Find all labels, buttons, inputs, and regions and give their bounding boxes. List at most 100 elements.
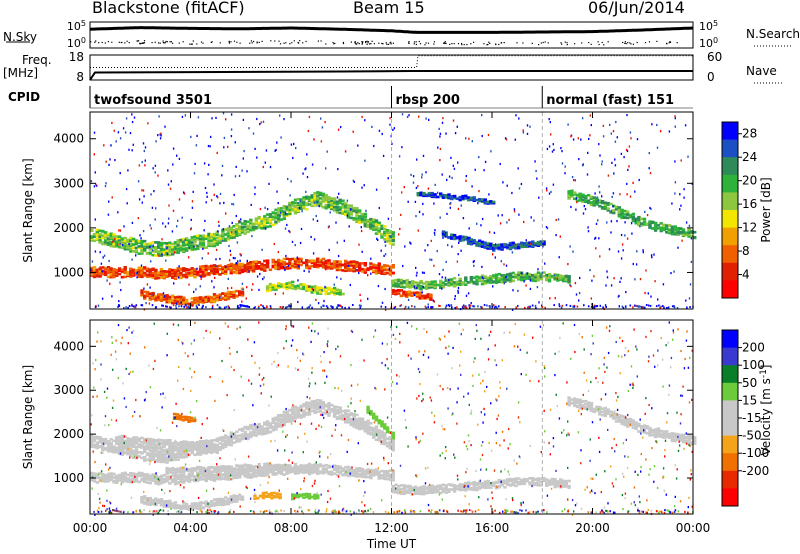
power-cell bbox=[536, 240, 541, 244]
power-cell bbox=[642, 223, 647, 226]
velocity-cell bbox=[377, 477, 381, 480]
power-noise-cell bbox=[231, 202, 233, 206]
power-noise-cell bbox=[216, 151, 218, 154]
power-noise-cell bbox=[526, 124, 529, 127]
power-noise-cell bbox=[595, 222, 598, 225]
velocity-cell bbox=[204, 473, 208, 476]
velocity-cell bbox=[104, 437, 108, 441]
power-cell bbox=[117, 235, 122, 238]
velocity-cell bbox=[352, 469, 356, 472]
power-cell bbox=[681, 228, 686, 231]
power-base-cell bbox=[636, 305, 639, 308]
velocity-cell bbox=[344, 409, 348, 412]
power-noise-cell bbox=[433, 202, 435, 205]
power-noise-cell bbox=[359, 293, 361, 296]
velocity-cell bbox=[305, 411, 309, 415]
power-noise-cell bbox=[109, 158, 111, 161]
power-cell bbox=[369, 227, 373, 231]
power-cell bbox=[218, 264, 222, 268]
power-noise-cell bbox=[412, 181, 415, 184]
power-noise-cell bbox=[375, 188, 378, 191]
power-noise-cell bbox=[505, 138, 508, 141]
velocity-cell bbox=[296, 410, 300, 413]
power-cell bbox=[511, 275, 515, 279]
power-cell bbox=[684, 233, 688, 237]
power-noise-cell bbox=[594, 236, 597, 239]
power-cell bbox=[288, 260, 292, 264]
velocity-cell bbox=[134, 451, 139, 454]
nsearch-point bbox=[158, 42, 160, 44]
power-cell bbox=[173, 241, 178, 244]
power-cell bbox=[335, 268, 340, 272]
power-noise-cell bbox=[365, 209, 367, 212]
power-noise-cell bbox=[614, 140, 617, 143]
power-noise-cell bbox=[154, 171, 156, 174]
power-noise-cell bbox=[410, 242, 412, 245]
power-base-cell bbox=[469, 304, 472, 307]
velocity-cell bbox=[154, 452, 158, 456]
velocity-cell bbox=[198, 472, 203, 476]
velocity-cell bbox=[366, 428, 370, 431]
power-noise-cell bbox=[398, 155, 401, 158]
power-noise-cell bbox=[587, 226, 589, 229]
velocity-cell bbox=[182, 478, 186, 482]
power-cell bbox=[238, 229, 242, 233]
power-noise-cell bbox=[492, 285, 494, 288]
power-cell bbox=[173, 298, 178, 302]
velocity-cell bbox=[104, 439, 108, 442]
power-noise-cell bbox=[593, 275, 595, 278]
power-cell bbox=[302, 284, 306, 288]
power-cell bbox=[159, 276, 164, 279]
power-noise-cell bbox=[647, 292, 649, 295]
power-base-cell bbox=[205, 306, 207, 309]
power-base-cell bbox=[535, 307, 537, 309]
power-cell bbox=[327, 200, 331, 204]
power-noise-cell bbox=[439, 147, 442, 150]
velocity-cell bbox=[388, 469, 393, 472]
power-cell bbox=[168, 241, 172, 245]
power-cell bbox=[321, 195, 326, 199]
power-cell bbox=[676, 227, 680, 230]
power-cell bbox=[221, 292, 225, 295]
power-noise-cell bbox=[311, 163, 314, 166]
power-cell bbox=[567, 194, 571, 198]
velocity-cell bbox=[271, 421, 275, 425]
power-cell bbox=[324, 197, 328, 201]
power-noise-cell bbox=[352, 130, 354, 133]
velocity-cell bbox=[238, 434, 242, 437]
power-cell bbox=[143, 267, 147, 271]
velocity-cell bbox=[330, 408, 334, 411]
power-cell bbox=[458, 195, 462, 199]
power-cell bbox=[426, 293, 430, 296]
power-cell bbox=[212, 232, 217, 236]
power-noise-cell bbox=[147, 122, 149, 125]
power-cell bbox=[90, 274, 94, 277]
power-cell bbox=[307, 203, 312, 206]
power-base-cell bbox=[686, 306, 688, 309]
power-cell bbox=[254, 217, 259, 220]
power-cell bbox=[168, 300, 172, 304]
velocity-cell bbox=[318, 410, 323, 413]
power-cell bbox=[444, 283, 448, 286]
power-cell bbox=[232, 267, 236, 271]
power-cell bbox=[176, 245, 180, 248]
power-cell bbox=[260, 225, 264, 229]
velocity-cell bbox=[112, 475, 116, 479]
power-noise-cell bbox=[261, 248, 263, 251]
velocity-cell bbox=[148, 474, 152, 478]
velocity-cell bbox=[327, 466, 331, 469]
nsearch-point bbox=[473, 41, 475, 43]
power-base-cell bbox=[185, 304, 188, 307]
power-noise-cell bbox=[316, 219, 319, 222]
power-noise-cell bbox=[426, 295, 429, 298]
power-noise-cell bbox=[393, 127, 396, 130]
power-cell bbox=[299, 283, 303, 286]
velocity-cell bbox=[173, 457, 178, 461]
power-cell bbox=[332, 290, 337, 294]
velocity-cell bbox=[346, 465, 351, 469]
power-noise-cell bbox=[632, 306, 634, 309]
power-cell bbox=[299, 207, 303, 211]
power-cell bbox=[293, 207, 298, 211]
power-noise-cell bbox=[152, 293, 154, 296]
power-base-cell bbox=[195, 305, 198, 308]
